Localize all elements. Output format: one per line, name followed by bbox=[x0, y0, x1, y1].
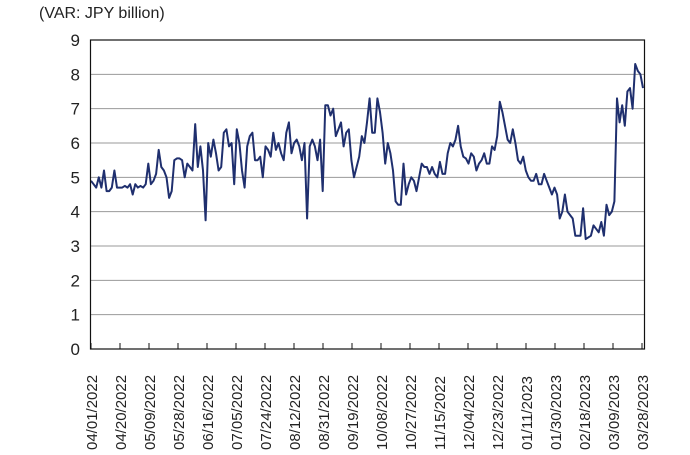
y-tick-label: 6 bbox=[71, 134, 80, 153]
y-axis-ticks: 0 1 2 3 4 5 6 7 8 9 bbox=[71, 31, 80, 359]
x-tick-label: 03/28/2023 bbox=[635, 375, 652, 450]
x-tick-label: 01/11/2023 bbox=[519, 376, 536, 450]
plot-frame bbox=[89, 39, 646, 350]
var-series-line bbox=[90, 63, 644, 241]
x-tick-label: 09/19/2022 bbox=[345, 375, 362, 450]
y-tick-label: 0 bbox=[71, 340, 80, 359]
y-tick-label: 1 bbox=[71, 306, 80, 325]
x-tick-label: 12/04/2022 bbox=[461, 375, 478, 450]
x-tick-label: 04/01/2022 bbox=[84, 375, 101, 450]
x-tick-label: 11/15/2022 bbox=[432, 376, 449, 450]
x-tick-label: 08/31/2022 bbox=[316, 375, 333, 450]
x-tick-label: 05/09/2022 bbox=[142, 375, 159, 450]
x-tick-label: 02/18/2023 bbox=[577, 375, 594, 450]
x-tick-label: 12/23/2022 bbox=[490, 375, 507, 450]
x-tick-label: 07/24/2022 bbox=[258, 375, 275, 450]
x-tick-label: 01/30/2023 bbox=[548, 375, 565, 450]
gridlines bbox=[90, 73, 645, 316]
y-tick-label: 2 bbox=[71, 271, 80, 290]
y-tick-label: 8 bbox=[71, 65, 80, 84]
x-tick-label: 06/16/2022 bbox=[200, 375, 217, 450]
y-tick-label: 3 bbox=[71, 237, 80, 256]
y-tick-label: 4 bbox=[71, 203, 80, 222]
x-tick-label: 05/28/2022 bbox=[171, 375, 188, 450]
x-tick-label: 10/27/2022 bbox=[403, 375, 420, 450]
y-axis-unit-label: (VAR: JPY billion) bbox=[39, 5, 165, 22]
x-tick-label: 10/08/2022 bbox=[374, 375, 391, 450]
y-tick-label: 5 bbox=[71, 168, 80, 187]
x-tick-label: 04/20/2022 bbox=[113, 375, 130, 450]
x-tick-label: 08/12/2022 bbox=[287, 375, 304, 450]
x-tick-label: 03/09/2023 bbox=[606, 375, 623, 450]
x-axis-ticks: 04/01/2022 04/20/2022 05/09/2022 05/28/2022… bbox=[84, 343, 652, 450]
y-tick-label: 9 bbox=[71, 31, 80, 50]
x-tick-label: 07/05/2022 bbox=[229, 375, 246, 450]
y-tick-label: 7 bbox=[71, 100, 80, 119]
